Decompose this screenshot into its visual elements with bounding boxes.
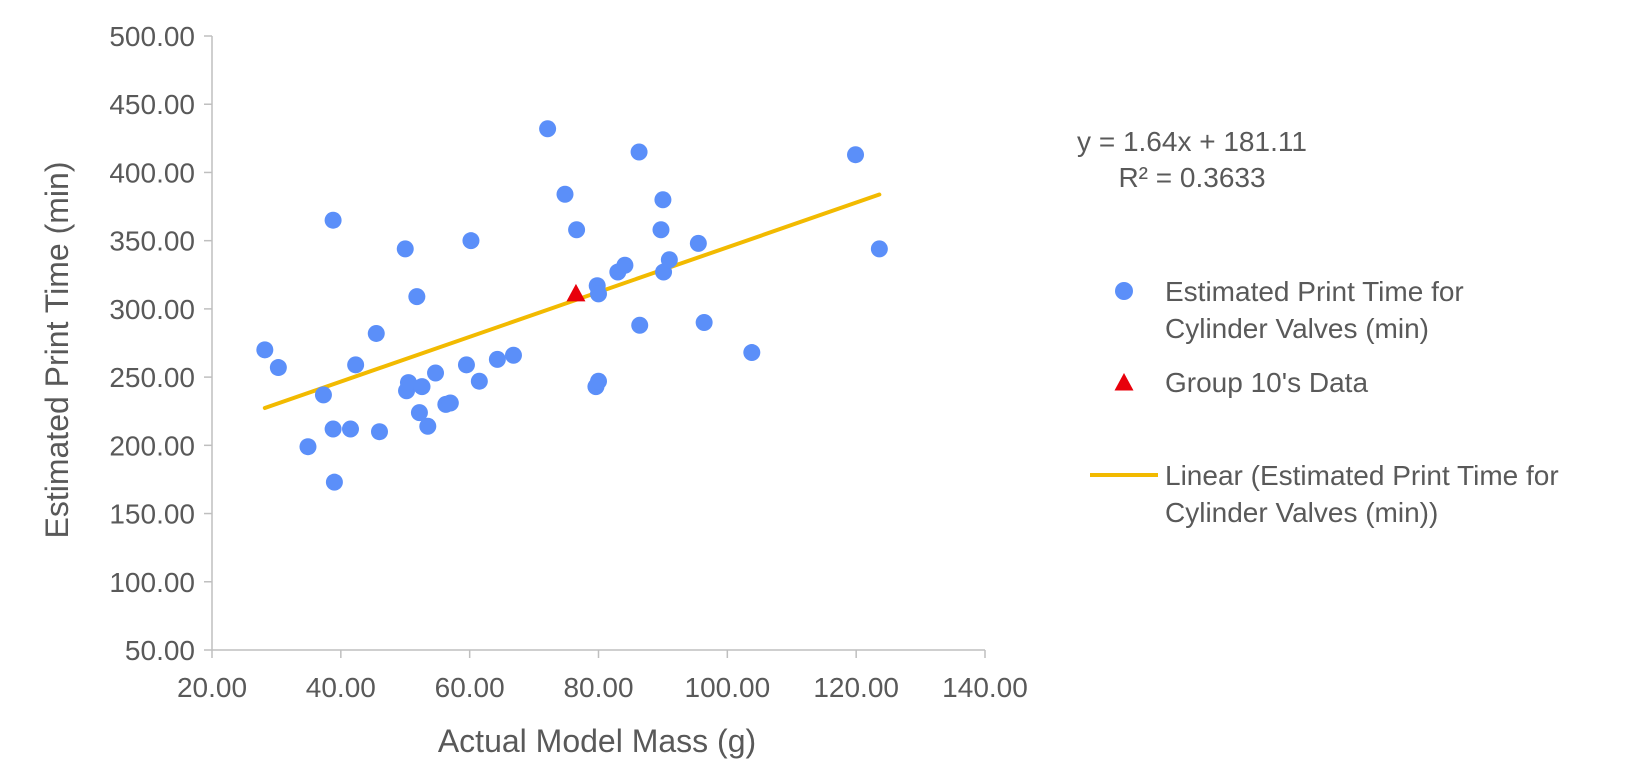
x-axis-title: Actual Model Mass (g) bbox=[438, 723, 756, 759]
y-tick-label: 400.00 bbox=[109, 157, 195, 188]
legend-label-estimated-print-time: Estimated Print Time for bbox=[1165, 276, 1464, 307]
data-point bbox=[689, 234, 707, 252]
data-point bbox=[324, 211, 342, 229]
data-point bbox=[427, 364, 445, 382]
y-tick-label: 350.00 bbox=[109, 226, 195, 257]
data-point bbox=[654, 191, 672, 209]
trendline-equation: y = 1.64x + 181.11 bbox=[1077, 126, 1307, 157]
data-point bbox=[256, 341, 274, 359]
y-tick-label: 50.00 bbox=[125, 635, 195, 666]
legend-label-estimated-print-time: Cylinder Valves (min) bbox=[1165, 313, 1429, 344]
legend: Estimated Print Time for Cylinder Valves … bbox=[1090, 276, 1559, 528]
data-point bbox=[847, 146, 865, 164]
data-points bbox=[256, 120, 888, 491]
data-point bbox=[410, 404, 428, 422]
data-point bbox=[695, 314, 713, 332]
data-point bbox=[462, 232, 480, 250]
y-tick-label: 300.00 bbox=[109, 294, 195, 325]
data-point bbox=[347, 356, 365, 374]
data-point bbox=[870, 240, 888, 258]
data-point bbox=[743, 344, 761, 362]
data-point bbox=[556, 185, 574, 203]
legend-label-group-10: Group 10's Data bbox=[1165, 367, 1368, 398]
y-tick-label: 150.00 bbox=[109, 499, 195, 530]
data-point bbox=[370, 423, 388, 441]
y-tick-label: 250.00 bbox=[109, 362, 195, 393]
trendline-r-squared: R² = 0.3633 bbox=[1118, 162, 1265, 193]
data-point bbox=[652, 221, 670, 239]
x-tick-label: 40.00 bbox=[306, 672, 376, 703]
x-tick-label: 80.00 bbox=[563, 672, 633, 703]
axes: 50.00 100.00 150.00 200.00 250.00 300.00 350.0… bbox=[109, 21, 1027, 703]
data-point bbox=[457, 356, 475, 374]
legend-label-linear-trend: Linear (Estimated Print Time for bbox=[1165, 460, 1559, 491]
data-point bbox=[488, 350, 506, 368]
data-point bbox=[630, 143, 648, 161]
data-point bbox=[325, 473, 343, 491]
x-tick-label: 100.00 bbox=[685, 672, 771, 703]
data-point bbox=[568, 221, 586, 239]
legend-label-linear-trend: Cylinder Valves (min)) bbox=[1165, 497, 1438, 528]
data-point bbox=[413, 378, 431, 396]
y-axis-title: Estimated Print Time (min) bbox=[39, 162, 75, 539]
group-10-data-point bbox=[566, 283, 586, 302]
data-point bbox=[324, 420, 342, 438]
data-point bbox=[470, 372, 488, 390]
legend-marker-triangle bbox=[1114, 373, 1134, 391]
data-point bbox=[590, 285, 607, 303]
data-point bbox=[616, 256, 634, 274]
data-point bbox=[408, 288, 426, 306]
data-point bbox=[504, 346, 522, 364]
data-point bbox=[660, 251, 678, 269]
y-tick-label: 450.00 bbox=[109, 89, 195, 120]
data-point bbox=[399, 374, 417, 392]
data-point bbox=[299, 438, 317, 456]
legend-marker-circle bbox=[1115, 282, 1133, 300]
data-point bbox=[269, 359, 287, 377]
y-tick-label: 100.00 bbox=[109, 567, 195, 598]
y-tick-label: 200.00 bbox=[109, 430, 195, 461]
data-point bbox=[590, 372, 607, 390]
x-tick-label: 60.00 bbox=[435, 672, 505, 703]
y-tick-label: 500.00 bbox=[109, 21, 195, 52]
x-tick-label: 120.00 bbox=[813, 672, 899, 703]
data-point bbox=[419, 417, 437, 435]
data-point bbox=[631, 316, 649, 334]
data-point bbox=[314, 386, 332, 404]
data-point bbox=[396, 240, 414, 258]
data-point bbox=[539, 120, 557, 138]
data-point bbox=[441, 394, 459, 412]
data-point bbox=[341, 420, 359, 438]
x-tick-label: 140.00 bbox=[942, 672, 1028, 703]
data-point bbox=[367, 324, 385, 342]
x-tick-label: 20.00 bbox=[177, 672, 247, 703]
